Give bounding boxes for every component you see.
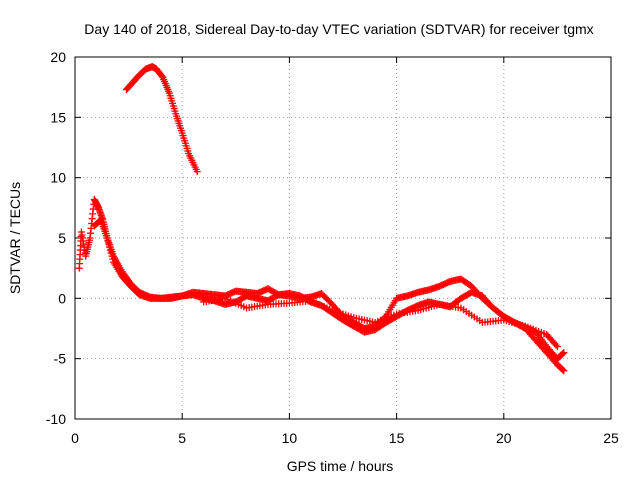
x-tick-label: 20 bbox=[496, 430, 512, 446]
data-point bbox=[552, 341, 560, 349]
data-point bbox=[108, 252, 116, 260]
data-point bbox=[106, 243, 114, 251]
data-point bbox=[158, 72, 166, 80]
y-tick-label: 20 bbox=[50, 49, 66, 65]
data-point bbox=[105, 240, 113, 248]
y-tick-label: 15 bbox=[50, 109, 66, 125]
y-tick-label: -5 bbox=[54, 351, 67, 367]
y-tick-label: 10 bbox=[50, 170, 66, 186]
x-tick-label: 0 bbox=[71, 430, 79, 446]
data-point bbox=[96, 217, 104, 225]
data-point bbox=[193, 168, 201, 176]
y-tick-label: 0 bbox=[58, 290, 66, 306]
data-point bbox=[107, 249, 115, 257]
x-tick-label: 15 bbox=[389, 430, 405, 446]
grid bbox=[75, 57, 611, 419]
x-tick-label: 5 bbox=[178, 430, 186, 446]
data-points bbox=[75, 63, 568, 375]
data-point bbox=[560, 349, 568, 357]
y-tick-label: -10 bbox=[46, 411, 66, 427]
data-point bbox=[558, 365, 566, 373]
x-tick-label: 25 bbox=[603, 430, 619, 446]
chart-title: Day 140 of 2018, Sidereal Day-to-day VTE… bbox=[84, 21, 593, 37]
x-tick-label: 10 bbox=[282, 430, 298, 446]
y-tick-label: 5 bbox=[58, 230, 66, 246]
y-axis-label: SDTVAR / TECUs bbox=[7, 182, 23, 294]
data-point bbox=[106, 246, 114, 254]
data-point bbox=[559, 366, 567, 374]
data-point bbox=[560, 367, 568, 375]
data-point bbox=[104, 237, 112, 245]
data-point bbox=[109, 255, 117, 263]
data-point bbox=[559, 349, 567, 357]
data-point bbox=[103, 234, 111, 242]
x-axis-label: GPS time / hours bbox=[287, 458, 394, 474]
axis-ticks: 0 5 10 15 20 25 -10 -5 0 5 10 15 20 bbox=[46, 49, 619, 446]
data-point bbox=[558, 350, 566, 358]
data-point bbox=[553, 343, 561, 351]
